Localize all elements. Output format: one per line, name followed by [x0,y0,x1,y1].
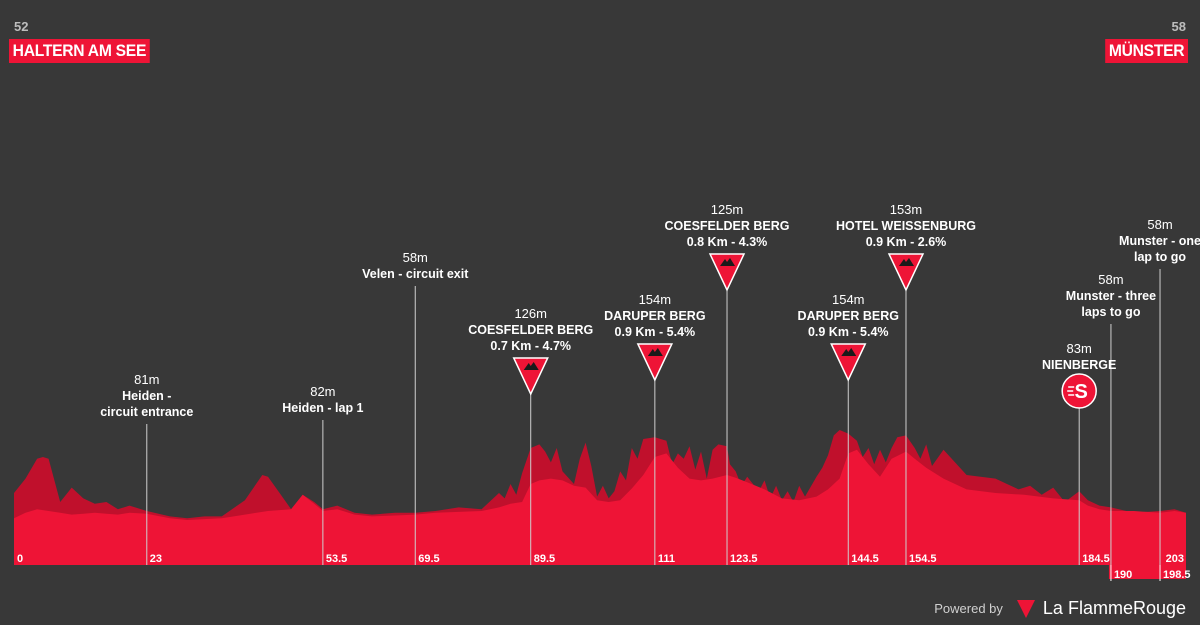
marker-label: DARUPER BERG [604,309,705,323]
start-elevation: 52 [14,19,29,34]
km-label: 0 [17,553,23,565]
climb-marker-icon[interactable] [636,343,674,382]
mountain-icon [647,348,663,356]
marker-elevation: 83m [1067,341,1092,356]
powered-by-label: Powered by [934,601,1003,616]
climb-marker-icon[interactable] [830,343,867,382]
km-label: 198.5 [1163,569,1191,581]
marker-elevation: 154m [832,292,865,307]
marker-label: NIENBERGE [1042,358,1116,372]
marker-label: 0.7 Km - 4.7% [490,339,571,353]
km-label: 69.5 [418,553,439,565]
powered-by: Powered by La FlammeRouge [934,598,1186,619]
marker-elevation: 154m [639,292,672,307]
marker-elevation: 126m [514,306,547,321]
km-label: 190 [1114,569,1132,581]
km-labels: 0 23 53.5 69.5 89.5 111 123.5 144.5 154.5 184.5 20… [17,553,1191,581]
marker-label: 0.8 Km - 4.3% [687,235,768,249]
km-label: 53.5 [326,553,347,565]
marker-label: Heiden - lap 1 [282,401,363,415]
profile-fill [14,449,1186,565]
marker-elevation: 125m [711,202,744,217]
climb-marker-icon[interactable] [887,253,925,292]
km-label: 203 [1166,553,1184,565]
km-label: 154.5 [909,553,937,565]
km-label: 184.5 [1082,553,1110,565]
marker-label: circuit entrance [100,405,193,419]
sprint-s-icon: S [1075,381,1088,403]
mountain-icon [523,362,539,370]
km-label: 89.5 [534,553,555,565]
marker-label: 0.9 Km - 5.4% [615,325,696,339]
finish-lap-strip-bar [1108,565,1186,579]
marker-label: 0.9 Km - 5.4% [808,325,889,339]
marker-elevation: 81m [134,372,159,387]
marker-elevation: 58m [403,250,428,265]
finish-lap-strip [1108,565,1186,579]
marker-lines [146,269,1161,565]
marker-elevation: 58m [1147,217,1172,232]
finish-town-label: MÜNSTER [1105,39,1188,63]
marker-label: 0.9 Km - 2.6% [866,235,947,249]
km-label: 123.5 [730,553,758,565]
marker-elevation: 58m [1098,272,1123,287]
marker-label: Heiden - [122,389,171,403]
marker-elevation: 153m [890,202,923,217]
speed-lines-icon [1067,386,1075,396]
km-label: 111 [658,553,675,565]
marker-labels: 81m Heiden - circuit entrance 82m Heiden - l… [100,202,1200,419]
marker-label: Velen - circuit exit [362,267,469,281]
start-town-label: HALTERN AM SEE [9,39,150,63]
marker-label: lap to go [1134,250,1186,264]
marker-label: COESFELDER BERG [468,323,593,337]
sprint-marker-icon[interactable] [1061,373,1097,409]
marker-icons: S [512,253,1097,409]
mountain-icon [898,258,914,266]
climb-marker-icon[interactable] [512,357,549,396]
mountain-icon [841,348,857,356]
flamme-rouge-logo-icon [1016,599,1035,618]
marker-label: DARUPER BERG [798,309,899,323]
km-label: 23 [150,553,162,565]
marker-label: COESFELDER BERG [665,219,790,233]
brand-name[interactable]: La FlammeRouge [1042,598,1186,618]
finish-elevation: 58 [1171,19,1186,34]
marker-label: Munster - one [1119,234,1200,248]
climb-marker-icon[interactable] [708,253,746,292]
marker-elevation: 82m [310,384,335,399]
km-label: 144.5 [851,553,879,565]
marker-label: HOTEL WEISSENBURG [836,219,976,233]
marker-label: Munster - three [1066,289,1156,303]
profile-area [14,449,1186,565]
mountain-icon [720,258,736,266]
marker-label: laps to go [1081,305,1140,319]
